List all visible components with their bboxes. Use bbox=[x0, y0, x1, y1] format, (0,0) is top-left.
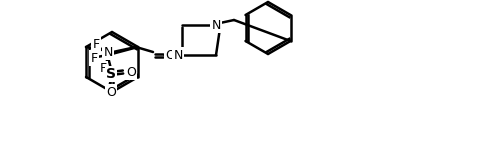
Text: O: O bbox=[165, 48, 175, 61]
Text: N: N bbox=[103, 45, 113, 59]
Text: S: S bbox=[106, 67, 116, 81]
Text: N: N bbox=[211, 19, 221, 32]
Text: O: O bbox=[106, 85, 116, 99]
Text: O: O bbox=[126, 65, 136, 79]
Text: N: N bbox=[173, 48, 183, 61]
Text: F: F bbox=[99, 63, 107, 76]
Text: F: F bbox=[92, 39, 100, 52]
Text: F: F bbox=[90, 52, 98, 64]
